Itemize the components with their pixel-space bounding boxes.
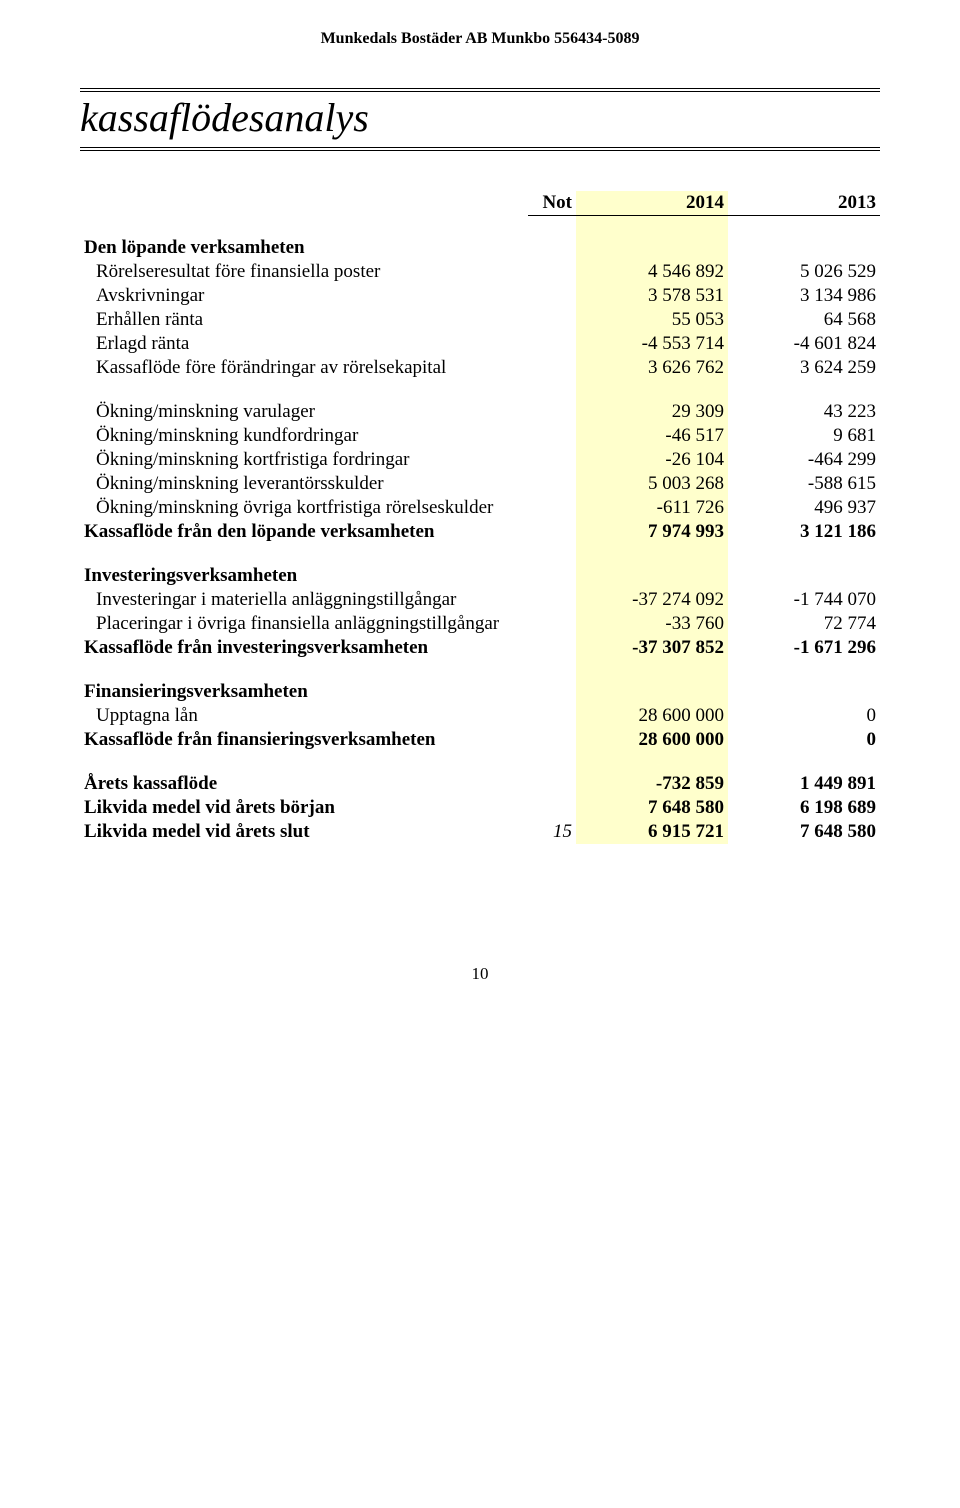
row-v2: 6 198 689 (728, 796, 880, 820)
row-v1: 29 309 (576, 400, 728, 424)
row-v2: 3 624 259 (728, 356, 880, 380)
page: Munkedals Bostäder AB Munkbo 556434-5089… (0, 0, 960, 1024)
table-row: Rörelseresultat före finansiella poster … (80, 260, 880, 284)
row-v2: 3 121 186 (728, 520, 880, 544)
row-v2: 496 937 (728, 496, 880, 520)
row-v2: 72 774 (728, 612, 880, 636)
row-label: Kassaflöde från den löpande verksamheten (80, 520, 528, 544)
row-v1: -46 517 (576, 424, 728, 448)
cashflow-table: Not 2014 2013 Den löpande verksamheten R… (80, 191, 880, 844)
header-note: Not (528, 191, 576, 216)
row-v2: 0 (728, 704, 880, 728)
row-label: Ökning/minskning leverantörsskulder (80, 472, 528, 496)
row-v1: 28 600 000 (576, 704, 728, 728)
table-row-closing: Likvida medel vid årets slut 15 6 915 72… (80, 820, 880, 844)
row-label: Ökning/minskning kortfristiga fordringar (80, 448, 528, 472)
row-v2: 64 568 (728, 308, 880, 332)
table-row: Ökning/minskning varulager 29 309 43 223 (80, 400, 880, 424)
row-v1: 55 053 (576, 308, 728, 332)
table-row-total: Kassaflöde från den löpande verksamheten… (80, 520, 880, 544)
table-row: Placeringar i övriga finansiella anläggn… (80, 612, 880, 636)
row-v1: -611 726 (576, 496, 728, 520)
row-label: Likvida medel vid årets början (80, 796, 528, 820)
row-note: 15 (528, 820, 576, 844)
row-v2: 43 223 (728, 400, 880, 424)
row-v1: -732 859 (576, 772, 728, 796)
row-v1: 7 648 580 (576, 796, 728, 820)
table-row: Kassaflöde före förändringar av rörelsek… (80, 356, 880, 380)
row-v1: -37 274 092 (576, 588, 728, 612)
row-v1: -26 104 (576, 448, 728, 472)
table-row: Ökning/minskning leverantörsskulder 5 00… (80, 472, 880, 496)
op-heading: Den löpande verksamheten (80, 236, 528, 260)
section-heading-financing: Finansieringsverksamheten (80, 680, 880, 704)
section-heading-investing: Investeringsverksamheten (80, 564, 880, 588)
table-row-total: Kassaflöde från finansieringsverksamhete… (80, 728, 880, 752)
row-label: Likvida medel vid årets slut (80, 820, 528, 844)
page-number: 10 (80, 964, 880, 984)
table-row-closing: Årets kassaflöde -732 859 1 449 891 (80, 772, 880, 796)
table-row: Upptagna lån 28 600 000 0 (80, 704, 880, 728)
table-row: Erlagd ränta -4 553 714 -4 601 824 (80, 332, 880, 356)
table-row: Avskrivningar 3 578 531 3 134 986 (80, 284, 880, 308)
table-row-closing: Likvida medel vid årets början 7 648 580… (80, 796, 880, 820)
row-label: Ökning/minskning kundfordringar (80, 424, 528, 448)
row-label: Ökning/minskning varulager (80, 400, 528, 424)
row-v1: 4 546 892 (576, 260, 728, 284)
row-label: Placeringar i övriga finansiella anläggn… (80, 612, 528, 636)
row-label: Kassaflöde före förändringar av rörelsek… (80, 356, 528, 380)
table-row: Investeringar i materiella anläggningsti… (80, 588, 880, 612)
row-v2: 9 681 (728, 424, 880, 448)
row-v2: -1 744 070 (728, 588, 880, 612)
row-v2: 1 449 891 (728, 772, 880, 796)
row-v1: 3 578 531 (576, 284, 728, 308)
table-row: Ökning/minskning kortfristiga fordringar… (80, 448, 880, 472)
page-title: kassaflödesanalys (80, 88, 880, 151)
row-v1: -37 307 852 (576, 636, 728, 660)
row-v1: 3 626 762 (576, 356, 728, 380)
table-row: Ökning/minskning kundfordringar -46 517 … (80, 424, 880, 448)
row-label: Upptagna lån (80, 704, 528, 728)
row-label: Årets kassaflöde (80, 772, 528, 796)
header-blank (80, 191, 528, 216)
row-v2: 7 648 580 (728, 820, 880, 844)
row-v2: -464 299 (728, 448, 880, 472)
header-2014: 2014 (576, 191, 728, 216)
row-v1: -4 553 714 (576, 332, 728, 356)
row-label: Rörelseresultat före finansiella poster (80, 260, 528, 284)
table-row-total: Kassaflöde från investeringsverksamheten… (80, 636, 880, 660)
inv-heading: Investeringsverksamheten (80, 564, 528, 588)
row-v1: 7 974 993 (576, 520, 728, 544)
header-2013: 2013 (728, 191, 880, 216)
company-header: Munkedals Bostäder AB Munkbo 556434-5089 (80, 30, 880, 48)
row-label: Investeringar i materiella anläggningsti… (80, 588, 528, 612)
row-v1: 5 003 268 (576, 472, 728, 496)
section-heading-operating: Den löpande verksamheten (80, 236, 880, 260)
row-v2: 3 134 986 (728, 284, 880, 308)
row-v2: 0 (728, 728, 880, 752)
table-row: Erhållen ränta 55 053 64 568 (80, 308, 880, 332)
row-label: Kassaflöde från investeringsverksamheten (80, 636, 528, 660)
row-v2: -1 671 296 (728, 636, 880, 660)
row-label: Ökning/minskning övriga kortfristiga rör… (80, 496, 528, 520)
row-v2: -4 601 824 (728, 332, 880, 356)
row-label: Erhållen ränta (80, 308, 528, 332)
row-v2: -588 615 (728, 472, 880, 496)
fin-heading: Finansieringsverksamheten (80, 680, 528, 704)
table-header-row: Not 2014 2013 (80, 191, 880, 216)
row-label: Erlagd ränta (80, 332, 528, 356)
row-label: Avskrivningar (80, 284, 528, 308)
row-label: Kassaflöde från finansieringsverksamhete… (80, 728, 528, 752)
row-v1: 28 600 000 (576, 728, 728, 752)
row-v2: 5 026 529 (728, 260, 880, 284)
row-v1: -33 760 (576, 612, 728, 636)
row-v1: 6 915 721 (576, 820, 728, 844)
table-row: Ökning/minskning övriga kortfristiga rör… (80, 496, 880, 520)
